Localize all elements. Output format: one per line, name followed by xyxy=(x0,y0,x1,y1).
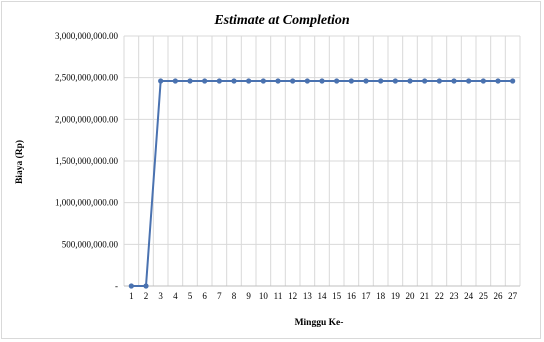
y-tick-label: 2,500,000,000.00 xyxy=(55,73,119,83)
data-point xyxy=(510,78,516,84)
data-point xyxy=(319,78,325,84)
data-point xyxy=(466,78,472,84)
data-point xyxy=(436,78,442,84)
data-point xyxy=(246,78,252,84)
x-tick-label: 23 xyxy=(450,291,460,301)
x-tick-label: 17 xyxy=(362,291,372,301)
y-tick-label: 2,000,000,000.00 xyxy=(55,114,119,124)
y-tick-label: 500,000,000.00 xyxy=(62,239,119,249)
data-point xyxy=(231,78,237,84)
x-tick-label: 1 xyxy=(129,291,134,301)
data-point xyxy=(407,78,413,84)
data-point xyxy=(304,78,310,84)
x-tick-label: 14 xyxy=(318,291,328,301)
data-point xyxy=(392,78,398,84)
x-tick-label: 20 xyxy=(406,291,416,301)
data-point xyxy=(202,78,208,84)
data-point xyxy=(378,78,384,84)
x-tick-label: 13 xyxy=(303,291,313,301)
x-tick-label: 21 xyxy=(420,291,429,301)
y-axis-title: Biaya (Rp) xyxy=(14,140,25,184)
data-point xyxy=(216,78,222,84)
x-tick-label: 25 xyxy=(479,291,489,301)
data-point xyxy=(334,78,340,84)
series-layer xyxy=(128,78,516,289)
x-tick-label: 10 xyxy=(259,291,269,301)
y-tick-label: 1,000,000,000.00 xyxy=(55,198,119,208)
x-tick-label: 18 xyxy=(376,291,386,301)
gridlines xyxy=(123,35,521,287)
y-tick-label: 1,500,000,000.00 xyxy=(55,156,119,166)
data-point xyxy=(363,78,369,84)
chart-title: Estimate at Completion xyxy=(213,13,350,28)
data-point xyxy=(128,283,134,289)
x-tick-label: 6 xyxy=(202,291,207,301)
data-point xyxy=(275,78,281,84)
x-tick-label: 3 xyxy=(158,291,163,301)
data-point xyxy=(143,283,149,289)
x-axis-title: Minggu Ke- xyxy=(295,318,344,328)
data-point xyxy=(422,78,428,84)
x-tick-label: 27 xyxy=(508,291,518,301)
x-tick-label: 2 xyxy=(144,291,149,301)
x-tick-label: 7 xyxy=(217,291,222,301)
x-tick-label: 11 xyxy=(274,291,283,301)
x-tick-label: 15 xyxy=(332,291,342,301)
y-axis-ticks: - 500,000,000.00 1,000,000,000.00 1,500,000… xyxy=(55,31,119,291)
data-point xyxy=(495,78,501,84)
data-point xyxy=(172,78,178,84)
x-tick-label: 26 xyxy=(494,291,504,301)
x-tick-label: 24 xyxy=(464,291,474,301)
y-tick-label: 3,000,000,000.00 xyxy=(55,31,119,41)
x-tick-label: 19 xyxy=(391,291,401,301)
x-tick-label: 4 xyxy=(173,291,178,301)
data-point xyxy=(158,78,164,84)
data-point xyxy=(290,78,296,84)
x-tick-label: 16 xyxy=(347,291,357,301)
data-point xyxy=(187,78,193,84)
x-tick-label: 5 xyxy=(188,291,193,301)
x-tick-label: 22 xyxy=(435,291,444,301)
y-tick-label: - xyxy=(115,281,118,291)
data-point xyxy=(480,78,486,84)
x-axis-ticks: 1 2 3 4 5 6 7 8 9 10 11 12 13 14 15 16 17 18 19 20 21 22 23 24 2… xyxy=(129,291,518,301)
data-point xyxy=(260,78,266,84)
x-tick-label: 8 xyxy=(232,291,237,301)
series-line xyxy=(131,80,513,287)
data-point xyxy=(451,78,457,84)
x-tick-label: 9 xyxy=(246,291,251,301)
data-point xyxy=(348,78,354,84)
x-tick-label: 12 xyxy=(288,291,297,301)
